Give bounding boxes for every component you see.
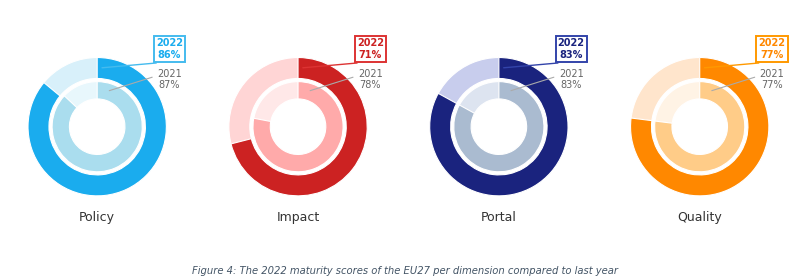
Text: Quality: Quality bbox=[677, 211, 722, 223]
Wedge shape bbox=[28, 57, 166, 196]
Text: 2022
77%: 2022 77% bbox=[758, 38, 786, 60]
Wedge shape bbox=[253, 82, 343, 172]
Wedge shape bbox=[654, 82, 744, 172]
Text: Policy: Policy bbox=[79, 211, 115, 223]
Wedge shape bbox=[231, 57, 367, 196]
Text: 2022
83%: 2022 83% bbox=[558, 38, 585, 60]
Text: 2021
87%: 2021 87% bbox=[157, 69, 182, 90]
Wedge shape bbox=[654, 82, 744, 172]
Text: Portal: Portal bbox=[481, 211, 517, 223]
Wedge shape bbox=[28, 57, 166, 196]
Wedge shape bbox=[454, 82, 544, 172]
Text: 2021
83%: 2021 83% bbox=[559, 69, 583, 90]
Text: 2021
78%: 2021 78% bbox=[358, 69, 382, 90]
Text: Figure 4: The 2022 maturity scores of the EU27 per dimension compared to last ye: Figure 4: The 2022 maturity scores of th… bbox=[192, 266, 618, 276]
Wedge shape bbox=[429, 57, 568, 196]
Wedge shape bbox=[229, 57, 367, 196]
Wedge shape bbox=[52, 82, 143, 172]
Wedge shape bbox=[253, 82, 343, 172]
Wedge shape bbox=[630, 57, 769, 196]
Wedge shape bbox=[429, 57, 568, 196]
Text: 2022
71%: 2022 71% bbox=[357, 38, 384, 60]
Text: 2022
86%: 2022 86% bbox=[156, 38, 183, 60]
Text: Impact: Impact bbox=[276, 211, 320, 223]
Text: 2021
77%: 2021 77% bbox=[760, 69, 784, 90]
Wedge shape bbox=[630, 57, 769, 196]
Wedge shape bbox=[454, 82, 544, 172]
Wedge shape bbox=[52, 82, 143, 172]
